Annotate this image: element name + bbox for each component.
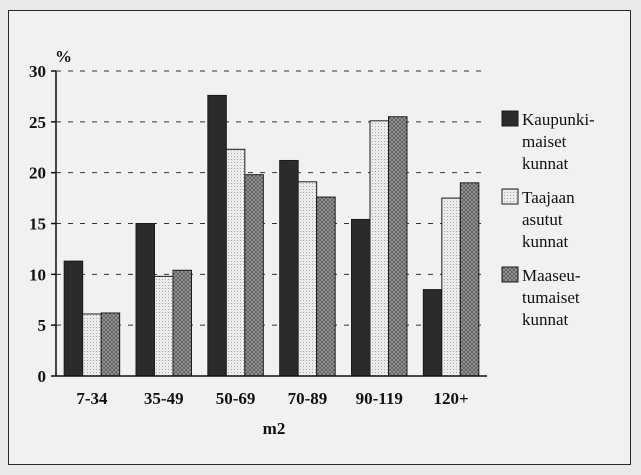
legend-label: kunnat — [522, 232, 569, 251]
legend-label: asutut — [522, 210, 563, 229]
x-tick-label: 35-49 — [144, 389, 184, 408]
bar-2-120+ — [441, 197, 461, 377]
y-tick-label: 20 — [29, 164, 46, 183]
bar-3-7-34 — [100, 312, 121, 377]
x-tick-label: 90-119 — [356, 389, 403, 408]
legend-label: Kaupunki- — [522, 110, 595, 129]
legend-label: Taajaan — [522, 188, 575, 207]
axes: 0 5 10 15 20 25 30 7-34 35-49 50-69 70-89 90-119 120… — [29, 62, 487, 408]
x-tick-label: 120+ — [433, 389, 468, 408]
legend-swatch — [501, 266, 519, 283]
x-tick-label: 70-89 — [288, 389, 328, 408]
y-axis-label: % — [55, 47, 72, 66]
bar-1-70-89 — [279, 159, 299, 377]
bar-3-90-119 — [388, 116, 408, 377]
legend: Kaupunki-maiset kunnat Taajaan asutut kunnat… — [501, 110, 595, 329]
bar-1-7-34 — [63, 260, 84, 377]
legend-label: kunnat — [522, 310, 569, 329]
bar-2-35-49 — [154, 275, 174, 377]
bar-3-120+ — [459, 182, 480, 377]
bars — [63, 94, 480, 377]
bar-1-35-49 — [135, 223, 155, 377]
bar-3-35-49 — [172, 269, 192, 377]
gridlines — [56, 70, 487, 326]
y-tick-label: 0 — [38, 367, 47, 386]
legend-label: maiset — [522, 132, 567, 151]
y-tick-label: 15 — [29, 215, 46, 234]
bar-3-50-69 — [244, 174, 264, 377]
legend-swatch — [501, 110, 519, 127]
legend-swatch — [501, 188, 519, 205]
bar-1-90-119 — [351, 218, 371, 377]
bar-3-70-89 — [316, 196, 336, 377]
bar-2-90-119 — [369, 120, 389, 377]
legend-label: Maaseu- — [522, 266, 581, 285]
x-tick-label: 7-34 — [76, 389, 108, 408]
y-tick-label: 10 — [29, 265, 46, 284]
x-axis-label: m2 — [263, 419, 286, 438]
bar-2-70-89 — [297, 181, 318, 377]
legend-label: tumaiset — [522, 288, 580, 307]
bar-1-120+ — [422, 289, 443, 377]
y-tick-label: 5 — [38, 316, 47, 335]
bar-1-50-69 — [207, 94, 227, 377]
legend-label: kunnat — [522, 154, 569, 173]
y-tick-label: 30 — [29, 62, 46, 81]
x-tick-label: 50-69 — [216, 389, 256, 408]
y-tick-label: 25 — [29, 113, 46, 132]
bar-2-7-34 — [82, 313, 102, 377]
bar-2-50-69 — [225, 148, 246, 377]
